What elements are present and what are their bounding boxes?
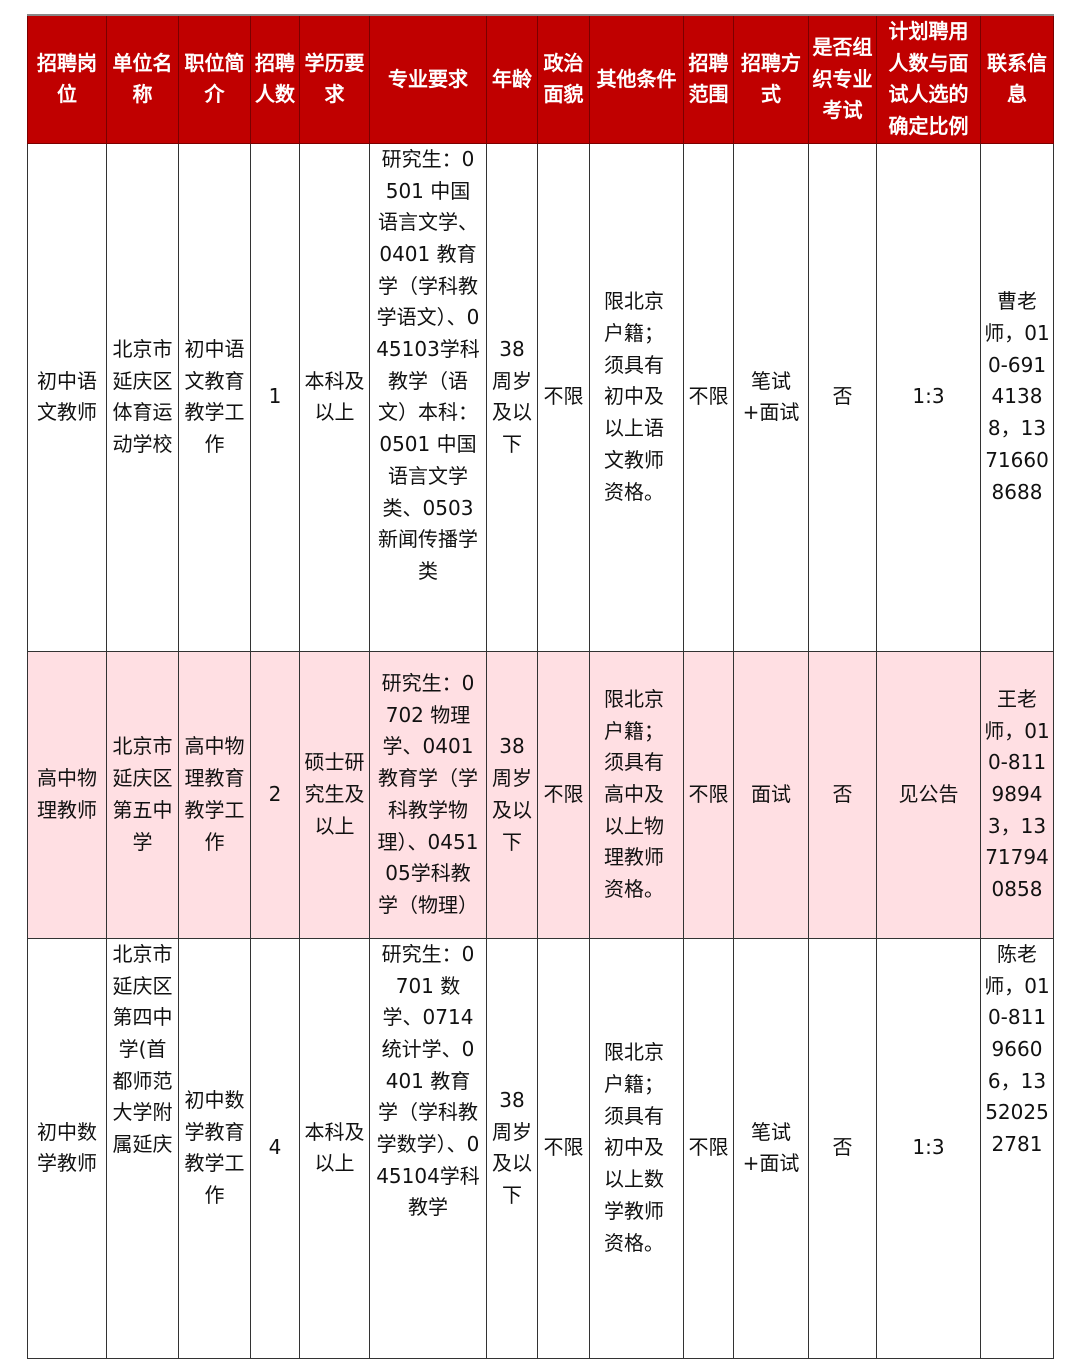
cell-intro: 初中语文教育教学工作 bbox=[178, 142, 251, 652]
header-age: 年龄 bbox=[486, 13, 538, 144]
cell-ratio: 见公告 bbox=[876, 650, 981, 939]
cell-exam: 否 bbox=[808, 650, 877, 939]
cell-scope: 不限 bbox=[683, 650, 734, 939]
cell-unit: 北京市延庆区第四中学(首都师范大学附属延庆 bbox=[106, 937, 179, 1359]
cell-other: 限北京户籍；须具有初中及以上数学教师资格。 bbox=[589, 937, 684, 1359]
header-contact: 联系信息 bbox=[980, 13, 1054, 144]
table-row: 高中物理教师 北京市延庆区第五中学 高中物理教育教学工作 2 硕士研究生及以上 研究生：0… bbox=[27, 650, 1054, 939]
cell-politics: 不限 bbox=[537, 142, 590, 652]
cell-count: 2 bbox=[250, 650, 300, 939]
cell-count: 1 bbox=[250, 142, 300, 652]
table-row: 初中数学教师 北京市延庆区第四中学(首都师范大学附属延庆 初中数学教育教学工作 4 本科… bbox=[27, 937, 1054, 1359]
cell-age: 38周岁及以下 bbox=[486, 142, 538, 652]
cell-contact: 王老师，010-81198943，13717940858 bbox=[980, 650, 1054, 939]
cell-ratio: 1:3 bbox=[876, 142, 981, 652]
header-row: 招聘岗位 单位名称 职位简介 招聘人数 学历要求 专业要求 年龄 政治面貌 其他条件 招聘范围 招聘… bbox=[27, 13, 1054, 144]
cell-exam: 否 bbox=[808, 937, 877, 1359]
header-exam: 是否组织专业考试 bbox=[808, 13, 877, 144]
cell-politics: 不限 bbox=[537, 937, 590, 1359]
cell-major: 研究生：0501 中国语言文学、0401 教育学（学科教学语文）、045103学… bbox=[369, 142, 487, 652]
header-unit: 单位名称 bbox=[106, 13, 179, 144]
cell-method: 笔试+面试 bbox=[733, 142, 809, 652]
header-intro: 职位简介 bbox=[178, 13, 251, 144]
cell-education: 硕士研究生及以上 bbox=[299, 650, 370, 939]
header-education: 学历要求 bbox=[299, 13, 370, 144]
cell-politics: 不限 bbox=[537, 650, 590, 939]
cell-post: 高中物理教师 bbox=[27, 650, 107, 939]
header-method: 招聘方式 bbox=[733, 13, 809, 144]
cell-contact: 曹老师，010-69141388，13716608688 bbox=[980, 142, 1054, 652]
cell-education: 本科及以上 bbox=[299, 937, 370, 1359]
cell-unit: 北京市延庆区体育运动学校 bbox=[106, 142, 179, 652]
cell-contact: 陈老师，010-81196606，13520252781 bbox=[980, 937, 1054, 1359]
cell-scope: 不限 bbox=[683, 142, 734, 652]
cell-post: 初中数学教师 bbox=[27, 937, 107, 1359]
cell-major: 研究生：0701 数学、0714 统计学、0401 教育学（学科教学数学）、04… bbox=[369, 937, 487, 1359]
cell-exam: 否 bbox=[808, 142, 877, 652]
cell-intro: 初中数学教育教学工作 bbox=[178, 937, 251, 1359]
cell-method: 面试 bbox=[733, 650, 809, 939]
recruitment-table: 招聘岗位 单位名称 职位简介 招聘人数 学历要求 专业要求 年龄 政治面貌 其他条件 招聘范围 招聘… bbox=[27, 13, 1054, 1359]
table-row: 初中语文教师 北京市延庆区体育运动学校 初中语文教育教学工作 1 本科及以上 研究生：05… bbox=[27, 142, 1054, 652]
cell-age: 38周岁及以下 bbox=[486, 650, 538, 939]
header-post: 招聘岗位 bbox=[27, 13, 107, 144]
cell-unit: 北京市延庆区第五中学 bbox=[106, 650, 179, 939]
header-scope: 招聘范围 bbox=[683, 13, 734, 144]
cell-education: 本科及以上 bbox=[299, 142, 370, 652]
header-ratio: 计划聘用人数与面试人选的确定比例 bbox=[876, 13, 981, 144]
cell-ratio: 1:3 bbox=[876, 937, 981, 1359]
cell-age: 38周岁及以下 bbox=[486, 937, 538, 1359]
header-major: 专业要求 bbox=[369, 13, 487, 144]
cell-other: 限北京户籍；须具有初中及以上语文教师资格。 bbox=[589, 142, 684, 652]
cell-other: 限北京户籍；须具有高中及以上物理教师资格。 bbox=[589, 650, 684, 939]
cell-intro: 高中物理教育教学工作 bbox=[178, 650, 251, 939]
cell-count: 4 bbox=[250, 937, 300, 1359]
cell-method: 笔试+面试 bbox=[733, 937, 809, 1359]
cell-scope: 不限 bbox=[683, 937, 734, 1359]
header-politics: 政治面貌 bbox=[537, 13, 590, 144]
cell-post: 初中语文教师 bbox=[27, 142, 107, 652]
header-other: 其他条件 bbox=[589, 13, 684, 144]
cell-major: 研究生：0702 物理学、0401 教育学（学科教学物理）、045105学科教学… bbox=[369, 650, 487, 939]
header-count: 招聘人数 bbox=[250, 13, 300, 144]
